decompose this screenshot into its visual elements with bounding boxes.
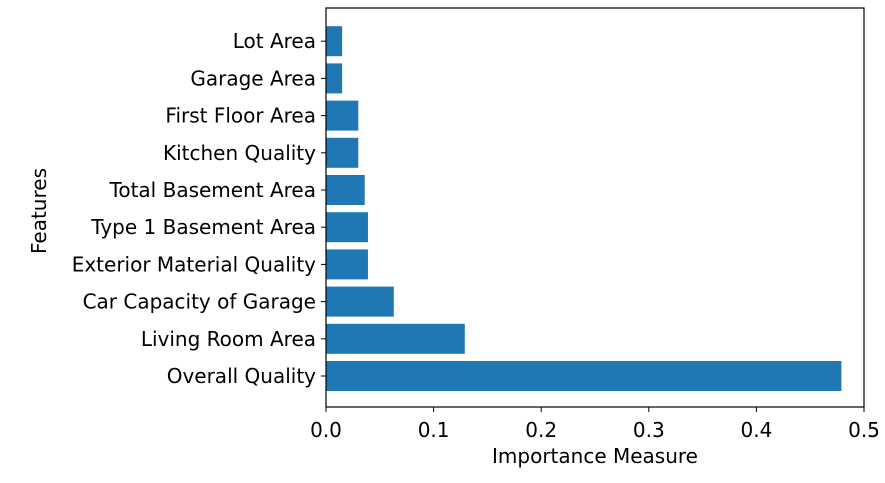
y-axis-ticks: Overall Quality Living Room Area Car Capac… xyxy=(72,29,326,388)
y-tick-label: Living Room Area xyxy=(141,327,316,351)
plot-area-frame xyxy=(325,7,865,408)
y-tick-label: Kitchen Quality xyxy=(163,141,316,165)
x-tick-label: 0.2 xyxy=(525,418,557,442)
y-tick-label: Lot Area xyxy=(233,29,316,53)
x-tick-label: 0.0 xyxy=(310,418,342,442)
bar xyxy=(326,175,365,205)
bar xyxy=(326,323,465,354)
bar xyxy=(326,361,842,391)
y-axis-label: Features xyxy=(27,168,51,254)
y-tick-label: Garage Area xyxy=(190,66,316,90)
y-tick-label: Exterior Material Quality xyxy=(72,252,316,276)
x-tick-label: 0.4 xyxy=(740,418,772,442)
bar xyxy=(326,63,343,94)
y-tick-label: First Floor Area xyxy=(165,104,316,128)
bar xyxy=(326,137,359,168)
y-tick-label: Car Capacity of Garage xyxy=(83,290,316,314)
y-tick-label: Overall Quality xyxy=(167,364,316,388)
bar xyxy=(326,212,368,243)
bar xyxy=(326,26,343,57)
bar xyxy=(326,100,359,131)
y-tick-label: Type 1 Basement Area xyxy=(90,215,316,239)
bars-layer xyxy=(326,26,842,391)
x-axis-ticks: 0.0 0.1 0.2 0.3 0.4 0.5 xyxy=(310,407,880,442)
x-tick-label: 0.5 xyxy=(848,418,880,442)
x-tick-label: 0.1 xyxy=(418,418,450,442)
bar xyxy=(326,286,394,317)
bar xyxy=(326,249,368,280)
x-tick-label: 0.3 xyxy=(633,418,665,442)
x-axis-label: Importance Measure xyxy=(492,444,698,468)
y-tick-label: Total Basement Area xyxy=(109,178,316,202)
